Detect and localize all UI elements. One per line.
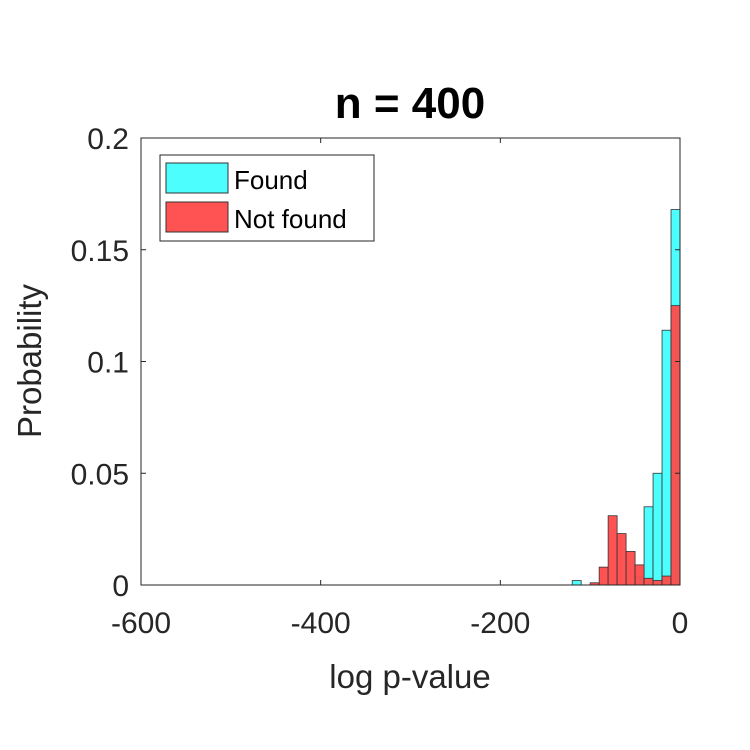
x-tick-label: -200 — [470, 607, 530, 640]
bar-not-found-7 — [652, 580, 663, 586]
bar-not-found-3 — [616, 533, 627, 586]
bar-not-found-2 — [607, 515, 618, 586]
bar-found-2 — [643, 506, 654, 586]
legend-swatch-not-found — [165, 201, 229, 233]
bar-found-0 — [571, 580, 582, 586]
y-tick-label: 0.2 — [87, 123, 129, 156]
chart-title: n = 400 — [335, 79, 485, 128]
legend-label-not-found: Not found — [234, 204, 347, 234]
bar-not-found-8 — [661, 575, 672, 586]
x-axis-label: log p-value — [329, 658, 490, 695]
y-tick-label: 0.15 — [71, 235, 129, 268]
bar-not-found-4 — [625, 551, 636, 586]
bar-not-found-9 — [670, 305, 681, 586]
legend-label-found: Found — [234, 165, 308, 195]
ticks-layer: -600 -400 -200 0 0 0.05 0.1 0.15 0.2 — [71, 123, 689, 640]
y-tick-label: 0.05 — [71, 458, 129, 491]
bar-found-3 — [652, 472, 663, 586]
legend: Found Not found — [159, 154, 375, 242]
x-tick-label: -400 — [291, 607, 351, 640]
y-tick-label: 0.1 — [87, 347, 129, 380]
bar-found-4 — [661, 329, 672, 586]
bar-not-found-6 — [643, 577, 654, 586]
x-tick-label: -600 — [111, 607, 171, 640]
x-tick-label: 0 — [672, 607, 689, 640]
bar-not-found-1 — [598, 566, 609, 586]
y-axis-label: Probability — [11, 283, 48, 438]
legend-swatch-found — [165, 162, 229, 194]
y-tick-label: 0 — [112, 570, 129, 603]
bar-not-found-5 — [634, 564, 645, 586]
